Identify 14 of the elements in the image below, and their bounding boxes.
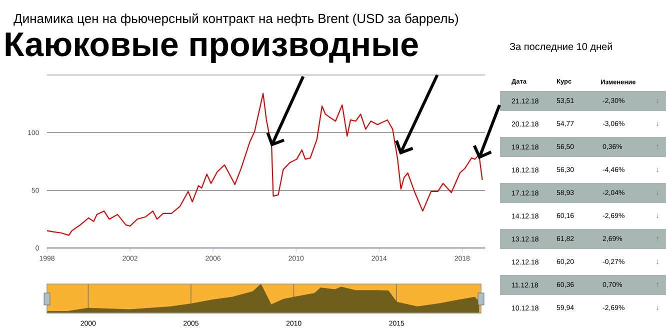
text: ↑ xyxy=(656,144,658,150)
text: ↓ xyxy=(656,260,658,264)
text: ↓ xyxy=(656,168,658,172)
text: ↓ xyxy=(656,306,658,310)
text: ↑ xyxy=(656,282,658,288)
text: ↓ xyxy=(656,98,658,104)
text: ↑ xyxy=(656,236,658,242)
line-series xyxy=(46,92,483,236)
text: ↓ xyxy=(656,122,658,126)
text: ↓ xyxy=(656,214,658,218)
chart-title: Динамика цен на фьючерсный контракт на нефть Brent (USD за баррель) xyxy=(14,13,458,26)
text: За последние 10 дней xyxy=(510,42,612,52)
annotation: Каюковые производные xyxy=(6,32,418,64)
text: ↓ xyxy=(656,190,658,196)
